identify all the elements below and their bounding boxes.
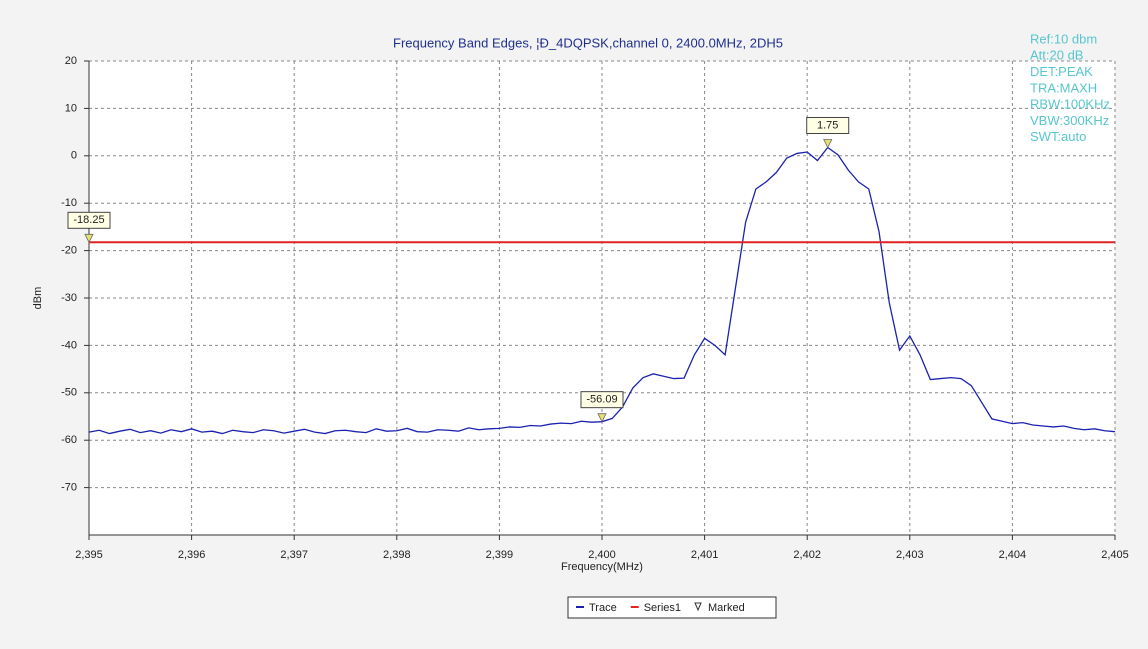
x-tick-label: 2,403: [896, 549, 924, 561]
chart-title: Frequency Band Edges, ¦Ð_4DQPSK,channel …: [393, 35, 783, 50]
annotation: RBW:100KHz: [1030, 97, 1110, 112]
marker-label-box: [67, 211, 111, 229]
y-tick-label: -30: [61, 292, 77, 304]
x-tick-label: 2,397: [280, 549, 308, 561]
y-tick-label: -60: [61, 434, 77, 446]
legend-box: [567, 596, 777, 619]
x-tick-label: 2,399: [486, 549, 514, 561]
marker: [84, 233, 94, 244]
y-tick-label: -70: [61, 482, 77, 494]
legend-label: Marked: [708, 602, 745, 614]
y-tick-label: -10: [61, 197, 77, 209]
x-tick-label: 2,404: [999, 549, 1027, 561]
x-tick-label: 2,396: [178, 549, 206, 561]
y-axis-label: dBm: [32, 287, 44, 310]
y-tick-label: 20: [65, 55, 77, 67]
x-tick-label: 2,400: [588, 549, 616, 561]
y-tick-label: -20: [61, 245, 77, 257]
x-tick-label: 2,401: [691, 549, 719, 561]
marker-label-box: [580, 391, 624, 409]
y-tick-label: -50: [61, 387, 77, 399]
marker: [597, 413, 607, 423]
y-tick-label: 10: [65, 102, 77, 114]
marker-label-box: [806, 117, 850, 135]
x-tick-label: 2,405: [1101, 549, 1129, 561]
x-axis-label: Frequency(MHz): [561, 561, 643, 573]
annotation: Ref:10 dbm: [1030, 31, 1097, 46]
x-tick-label: 2,395: [75, 549, 103, 561]
y-tick-label: 0: [71, 150, 77, 162]
legend-symbol: [694, 602, 702, 612]
annotation: TRA:MAXH: [1030, 80, 1097, 95]
annotation: VBW:300KHz: [1030, 113, 1109, 128]
annotation: DET:PEAK: [1030, 64, 1093, 79]
annotation: Att:20 dB: [1030, 48, 1083, 63]
legend-label: Series1: [644, 602, 681, 614]
marker: [823, 139, 833, 149]
marker-label: -18.25: [73, 214, 104, 226]
marker-label: -56.09: [586, 394, 617, 406]
x-tick-label: 2,398: [383, 549, 411, 561]
legend-label: Trace: [589, 602, 617, 614]
x-tick-label: 2,402: [793, 549, 821, 561]
marker-label: 1.75: [817, 119, 838, 131]
grid: [88, 60, 1116, 535]
annotation: SWT:auto: [1030, 129, 1086, 144]
y-tick-label: -40: [61, 339, 77, 351]
